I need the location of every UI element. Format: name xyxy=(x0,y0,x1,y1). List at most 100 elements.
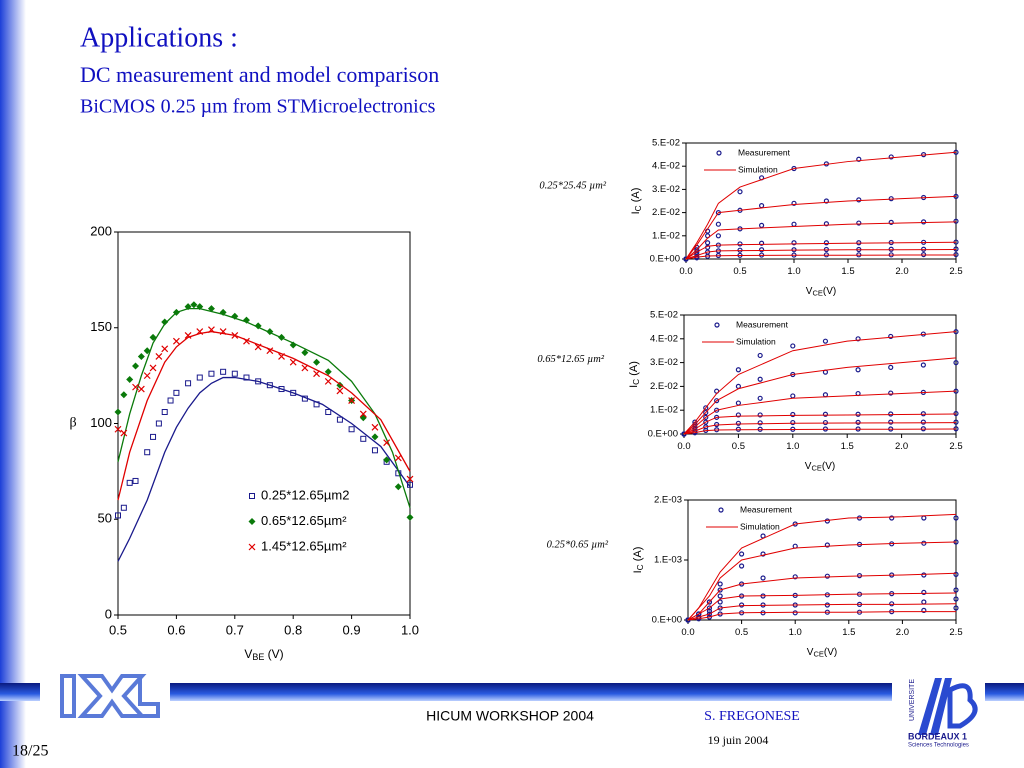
model-line xyxy=(683,422,957,435)
marker xyxy=(792,610,798,616)
marker xyxy=(394,483,402,491)
marker xyxy=(715,233,722,239)
y-tick-label: 0.E+00 xyxy=(648,429,678,440)
footer-title: HICUM WORKSHOP 2004 xyxy=(426,708,594,724)
axis-label-part: (V) xyxy=(824,647,837,658)
model-line xyxy=(683,428,957,435)
marker xyxy=(757,352,763,359)
marker xyxy=(757,395,763,401)
marker xyxy=(706,605,713,611)
marker xyxy=(161,345,169,353)
marker xyxy=(790,411,796,418)
marker xyxy=(717,593,723,599)
y-tick-label: 200 xyxy=(90,223,112,238)
marker xyxy=(196,328,204,336)
marker xyxy=(313,401,320,408)
marker xyxy=(289,341,297,349)
y-tick-label: 150 xyxy=(90,319,112,334)
marker xyxy=(220,368,227,375)
marker xyxy=(132,383,139,391)
marker xyxy=(738,551,745,557)
marker xyxy=(301,364,309,372)
legend-label: Simulation xyxy=(736,336,776,346)
axis-label-sub: C xyxy=(632,379,641,385)
marker xyxy=(758,247,765,253)
legend-marker xyxy=(248,543,256,551)
marker xyxy=(278,386,285,393)
model-line xyxy=(117,376,411,562)
marker xyxy=(953,571,959,578)
marker xyxy=(792,574,798,580)
marker xyxy=(301,349,309,357)
marker xyxy=(823,198,830,204)
marker xyxy=(790,419,796,426)
axis-label-part: I xyxy=(628,385,640,388)
legend-marker xyxy=(714,322,720,328)
marker xyxy=(888,333,894,340)
marker xyxy=(706,608,713,614)
marker xyxy=(406,475,414,483)
model-line xyxy=(687,603,957,621)
marker xyxy=(348,397,356,404)
marker xyxy=(313,358,321,366)
x-tick-label: 0.8 xyxy=(284,622,302,637)
x-tick-label: 2.5 xyxy=(949,441,962,452)
marker xyxy=(735,367,742,373)
axis-label: VCE(V) xyxy=(807,647,837,659)
axis-label-part: (V) xyxy=(264,647,283,661)
y-tick-label: 4.E-02 xyxy=(650,333,678,344)
x-tick-label: 1.0 xyxy=(787,266,800,277)
marker xyxy=(324,377,332,385)
x-tick-label: 1.5 xyxy=(841,266,854,277)
y-tick-label: 5.E-02 xyxy=(652,138,680,149)
legend-label: 0.65*12.65µm² xyxy=(261,513,347,528)
legend-marker xyxy=(718,507,724,513)
x-tick-label: 2.0 xyxy=(896,627,909,638)
marker xyxy=(717,587,723,593)
marker xyxy=(953,360,959,366)
legend-label: Simulation xyxy=(738,164,778,174)
marker xyxy=(359,414,367,422)
marker xyxy=(822,411,829,417)
x-tick-label: 0.0 xyxy=(679,266,692,277)
marker xyxy=(161,318,169,326)
marker xyxy=(371,423,379,431)
x-tick-label: 1.5 xyxy=(841,441,854,452)
x-tick-label: 1.5 xyxy=(842,627,855,638)
model-line xyxy=(687,611,956,621)
model-line xyxy=(685,248,957,260)
x-tick-label: 1.0 xyxy=(401,622,419,637)
footer-bar xyxy=(170,683,892,701)
model-line xyxy=(683,331,957,435)
x-tick-label: 2.0 xyxy=(895,441,908,452)
plot-frame xyxy=(687,499,957,621)
marker xyxy=(953,515,959,521)
marker xyxy=(856,197,862,203)
marker xyxy=(757,412,763,418)
marker xyxy=(920,219,927,225)
marker xyxy=(706,611,713,617)
model-line xyxy=(685,254,956,260)
y-tick-label: 3.E-02 xyxy=(652,184,680,195)
marker xyxy=(715,221,722,227)
marker xyxy=(889,515,895,521)
marker xyxy=(242,316,250,324)
marker xyxy=(824,542,830,548)
marker xyxy=(790,393,796,399)
marker xyxy=(231,312,239,320)
y-axis-label: β xyxy=(69,416,76,431)
ixl-logo xyxy=(60,674,160,718)
axis-label-part: (A) xyxy=(628,361,640,379)
marker xyxy=(383,439,391,447)
model-line xyxy=(683,413,957,435)
marker xyxy=(406,513,414,521)
marker xyxy=(155,420,162,427)
marker xyxy=(172,308,180,316)
marker xyxy=(790,343,796,349)
marker xyxy=(359,410,367,418)
axis-label: IC (A) xyxy=(628,361,641,388)
page-number: 18/25 xyxy=(12,743,48,760)
marker xyxy=(144,449,151,456)
x-tick-label: 0.0 xyxy=(681,627,694,638)
marker xyxy=(120,391,128,399)
